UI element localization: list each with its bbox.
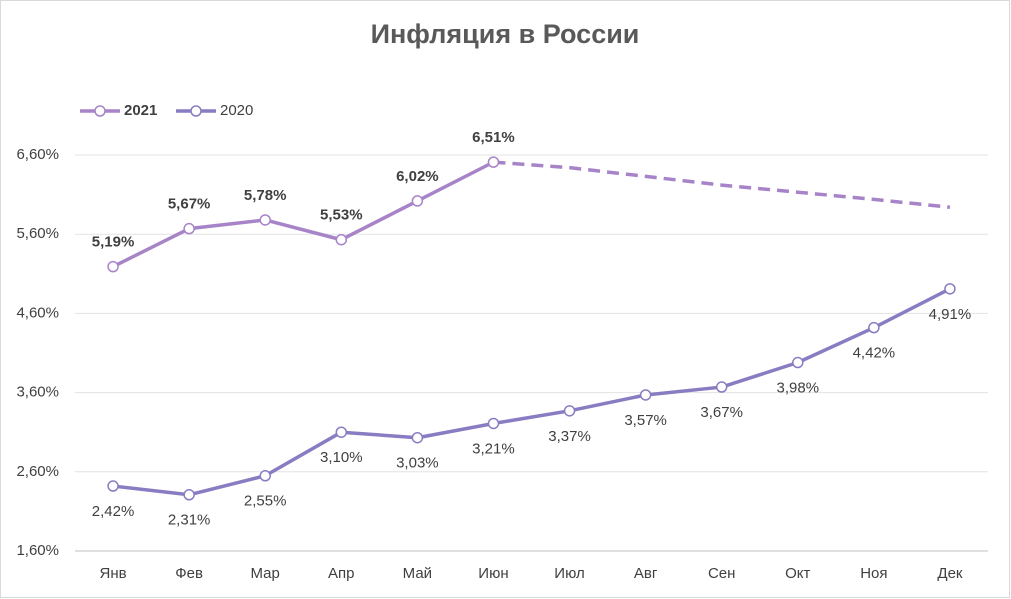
chart-title: Инфляция в России [371, 19, 640, 49]
marker [792, 356, 804, 369]
data-label: 6,51% [472, 129, 515, 146]
x-tick-label: Мар [251, 565, 280, 582]
marker [107, 260, 119, 273]
y-tick-label: 5,60% [16, 225, 59, 242]
data-label: 3,67% [700, 404, 743, 421]
x-tick-label: Авг [634, 565, 658, 582]
marker [107, 480, 119, 492]
y-tick-label: 3,60% [16, 384, 59, 401]
series-line-dashed [493, 160, 951, 210]
marker [259, 470, 271, 482]
data-label: 3,10% [320, 449, 363, 466]
marker [411, 195, 424, 207]
data-label: 5,19% [92, 234, 135, 251]
x-tick-label: Янв [99, 565, 126, 582]
x-tick-label: Июн [478, 565, 508, 582]
x-tick-label: Фев [175, 565, 203, 582]
marker [487, 417, 500, 430]
data-label: 3,21% [472, 440, 515, 457]
y-tick-label: 4,60% [16, 304, 59, 321]
marker [639, 389, 652, 401]
marker [563, 405, 576, 417]
marker [259, 214, 271, 226]
series-line [112, 160, 495, 269]
y-tick-label: 6,60% [16, 146, 59, 163]
data-label: 3,57% [624, 412, 667, 429]
x-tick-label: Сен [708, 565, 735, 582]
x-tick-label: Окт [785, 565, 810, 582]
marker [944, 283, 956, 295]
marker [868, 321, 880, 334]
x-tick-label: Дек [937, 565, 963, 582]
y-tick-label: 2,60% [16, 463, 59, 480]
x-tick-label: Апр [328, 565, 354, 582]
data-label: 5,78% [244, 187, 287, 204]
data-label: 6,02% [396, 168, 439, 185]
data-label: 3,03% [396, 455, 439, 472]
legend-marker [190, 105, 202, 117]
marker [183, 222, 195, 235]
legend-label: 2021 [124, 102, 157, 119]
x-tick-label: Май [403, 565, 432, 582]
data-label: 5,67% [168, 196, 211, 213]
legend-label: 2020 [220, 102, 253, 119]
series-line [112, 287, 951, 497]
data-label: 2,42% [92, 503, 135, 520]
data-label: 2,55% [244, 493, 287, 510]
data-label: 2,31% [168, 512, 211, 529]
data-label: 3,98% [777, 379, 820, 396]
marker [183, 489, 195, 501]
marker [715, 381, 728, 393]
y-tick-label: 1,60% [16, 542, 59, 559]
legend-marker [94, 105, 106, 117]
x-tick-label: Ноя [860, 565, 887, 582]
marker [335, 426, 348, 438]
data-label: 5,53% [320, 207, 363, 224]
data-label: 4,91% [929, 306, 972, 323]
data-label: 3,37% [548, 428, 591, 445]
marker [411, 431, 424, 444]
marker [335, 233, 348, 246]
marker [487, 156, 500, 168]
data-label: 4,42% [853, 345, 896, 362]
x-tick-label: Июл [554, 565, 584, 582]
